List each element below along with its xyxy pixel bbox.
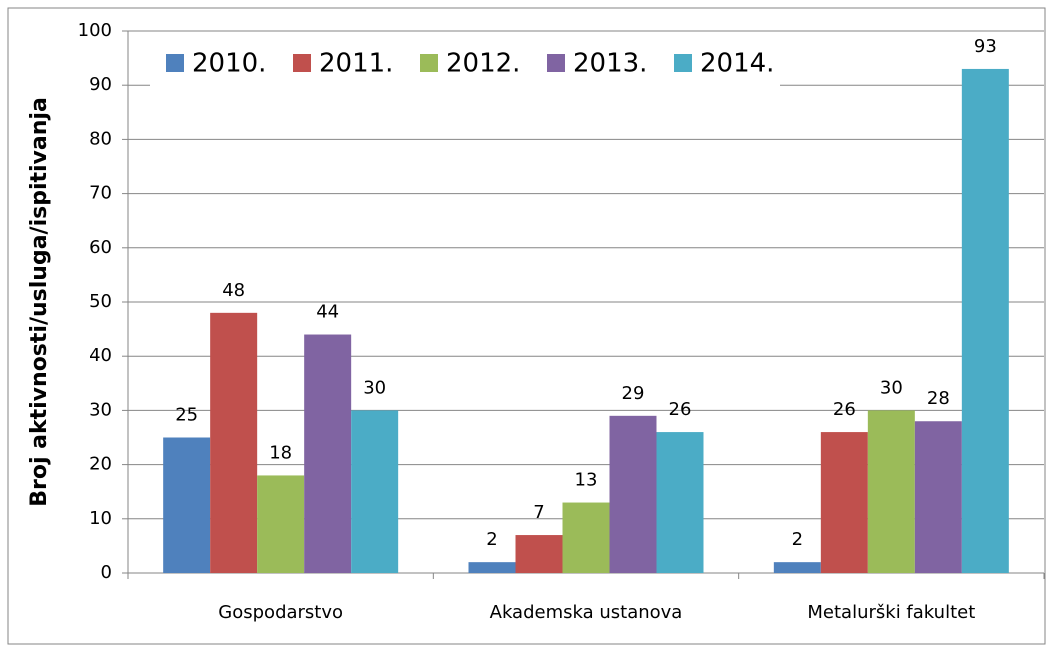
legend-swatch: [674, 54, 692, 72]
legend-swatch: [547, 54, 565, 72]
y-tick-label: 90: [89, 74, 112, 95]
data-label: 30: [363, 377, 386, 398]
y-tick-label: 0: [101, 562, 112, 583]
bar: [304, 334, 352, 573]
y-tick-label: 100: [78, 20, 112, 41]
data-label: 93: [974, 36, 997, 57]
y-tick-label: 50: [89, 291, 112, 312]
legend-swatch: [293, 54, 311, 72]
bar: [773, 562, 821, 573]
data-label: 48: [222, 280, 245, 301]
bar: [820, 432, 868, 573]
legend-label: 2013.: [573, 49, 647, 79]
data-label: 26: [833, 399, 856, 420]
data-label: 7: [533, 502, 544, 523]
legend-label: 2012.: [446, 49, 520, 79]
bar: [468, 562, 516, 573]
legend-label: 2014.: [700, 49, 774, 79]
bar: [163, 437, 211, 573]
bar: [914, 421, 962, 573]
data-label: 2: [792, 529, 803, 550]
data-label: 26: [669, 399, 692, 420]
x-tick-label: Gospodarstvo: [218, 602, 343, 623]
legend-swatch: [166, 54, 184, 72]
y-tick-label: 10: [89, 508, 112, 529]
data-label: 29: [622, 383, 645, 404]
y-tick-label: 80: [89, 128, 112, 149]
legend-label: 2010.: [192, 49, 266, 79]
bar: [515, 535, 563, 573]
data-label: 2: [486, 529, 497, 550]
x-tick-label: Metalurški fakultet: [807, 602, 975, 623]
data-label: 13: [575, 470, 598, 491]
legend-label: 2011.: [319, 49, 393, 79]
bar: [609, 415, 657, 573]
y-tick-label: 60: [89, 237, 112, 258]
legend-swatch: [420, 54, 438, 72]
data-label: 25: [175, 405, 198, 426]
x-tick-label: Akademska ustanova: [490, 602, 683, 623]
bar: [656, 432, 704, 573]
bar: [961, 68, 1009, 573]
data-label: 18: [269, 442, 292, 463]
bar: [210, 312, 258, 573]
data-label: 44: [316, 302, 339, 323]
data-label: 30: [880, 377, 903, 398]
bar: [257, 475, 305, 573]
y-tick-label: 40: [89, 345, 112, 366]
y-axis-label: Broj aktivnosti/usluga/ispitivanja: [27, 97, 52, 507]
y-tick-label: 30: [89, 399, 112, 420]
bar: [351, 410, 399, 573]
bar: [562, 502, 610, 573]
bar: [867, 410, 915, 573]
data-label: 28: [927, 388, 950, 409]
y-tick-label: 70: [89, 183, 112, 204]
y-tick-label: 20: [89, 454, 112, 475]
